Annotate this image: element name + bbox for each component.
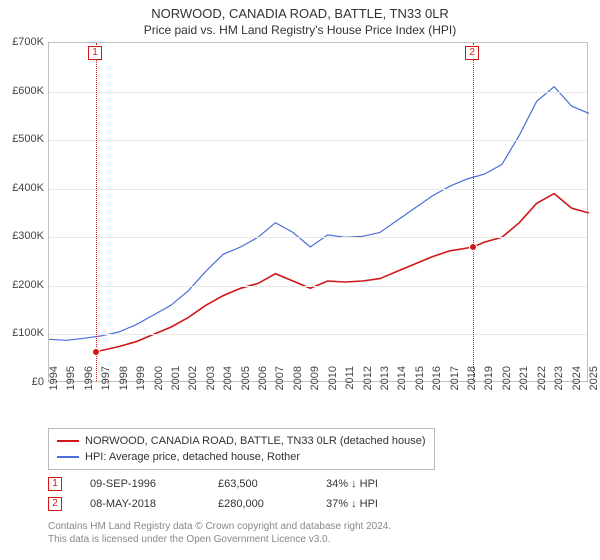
sale-row-marker: 2 xyxy=(48,497,62,511)
x-axis-tick: 2003 xyxy=(205,366,217,406)
x-axis-tick: 2015 xyxy=(414,366,426,406)
x-axis-tick: 2000 xyxy=(153,366,165,406)
x-axis-tick: 2016 xyxy=(431,366,443,406)
y-axis-tick: £500K xyxy=(0,133,44,145)
x-axis-tick: 2013 xyxy=(379,366,391,406)
sale-row-marker: 1 xyxy=(48,477,62,491)
sale-points-table: 1 09-SEP-1996 £63,500 34% ↓ HPI 2 08-MAY-2018… xyxy=(48,474,378,514)
series-property xyxy=(96,194,589,353)
x-axis-tick: 2025 xyxy=(588,366,600,406)
x-axis-tick: 2014 xyxy=(396,366,408,406)
y-axis-tick: £600K xyxy=(0,85,44,97)
x-axis-tick: 2020 xyxy=(501,366,513,406)
footer-line-2: This data is licensed under the Open Gov… xyxy=(48,533,391,546)
legend-swatch xyxy=(57,440,79,442)
chart-legend: NORWOOD, CANADIA ROAD, BATTLE, TN33 0LR … xyxy=(48,428,435,470)
x-axis-tick: 2021 xyxy=(518,366,530,406)
sale-row-price: £280,000 xyxy=(218,498,298,510)
sale-marker-1: 1 xyxy=(88,46,102,60)
x-axis-tick: 2008 xyxy=(292,366,304,406)
x-axis-tick: 1996 xyxy=(83,366,95,406)
x-axis-tick: 2005 xyxy=(240,366,252,406)
x-axis-tick: 2023 xyxy=(553,366,565,406)
sale-row-date: 09-SEP-1996 xyxy=(90,478,190,490)
sale-point-1 xyxy=(92,348,100,356)
legend-item: NORWOOD, CANADIA ROAD, BATTLE, TN33 0LR … xyxy=(57,433,426,449)
page-title: NORWOOD, CANADIA ROAD, BATTLE, TN33 0LR xyxy=(0,0,600,21)
x-axis-tick: 1997 xyxy=(100,366,112,406)
x-axis-tick: 1994 xyxy=(48,366,60,406)
x-axis-tick: 2010 xyxy=(327,366,339,406)
sale-row: 1 09-SEP-1996 £63,500 34% ↓ HPI xyxy=(48,474,378,494)
x-axis-tick: 2004 xyxy=(222,366,234,406)
sale-row-delta: 34% ↓ HPI xyxy=(326,478,378,490)
x-axis-tick: 2019 xyxy=(483,366,495,406)
legend-swatch xyxy=(57,456,79,458)
x-axis-tick: 2009 xyxy=(309,366,321,406)
y-axis-tick: £400K xyxy=(0,182,44,194)
x-axis-tick: 2006 xyxy=(257,366,269,406)
x-axis-tick: 2022 xyxy=(536,366,548,406)
x-axis-tick: 2018 xyxy=(466,366,478,406)
x-axis-tick: 1999 xyxy=(135,366,147,406)
footer-attribution: Contains HM Land Registry data © Crown c… xyxy=(48,520,391,546)
y-axis-tick: £100K xyxy=(0,327,44,339)
legend-label: NORWOOD, CANADIA ROAD, BATTLE, TN33 0LR … xyxy=(85,435,426,447)
sale-row-date: 08-MAY-2018 xyxy=(90,498,190,510)
legend-label: HPI: Average price, detached house, Roth… xyxy=(85,451,300,463)
x-axis-tick: 1995 xyxy=(65,366,77,406)
sale-point-2 xyxy=(469,243,477,251)
sale-row-delta: 37% ↓ HPI xyxy=(326,498,378,510)
sale-row-price: £63,500 xyxy=(218,478,298,490)
x-axis-tick: 1998 xyxy=(118,366,130,406)
sale-row: 2 08-MAY-2018 £280,000 37% ↓ HPI xyxy=(48,494,378,514)
series-hpi xyxy=(49,87,589,341)
x-axis-tick: 2024 xyxy=(571,366,583,406)
y-axis-tick: £700K xyxy=(0,36,44,48)
x-axis-tick: 2002 xyxy=(187,366,199,406)
x-axis-tick: 2011 xyxy=(344,366,356,406)
x-axis-tick: 2001 xyxy=(170,366,182,406)
footer-line-1: Contains HM Land Registry data © Crown c… xyxy=(48,520,391,533)
page-subtitle: Price paid vs. HM Land Registry's House … xyxy=(0,21,600,41)
price-chart xyxy=(48,42,588,382)
x-axis-tick: 2007 xyxy=(274,366,286,406)
y-axis-tick: £200K xyxy=(0,279,44,291)
y-axis-tick: £0 xyxy=(0,376,44,388)
chart-svg xyxy=(49,43,587,381)
legend-item: HPI: Average price, detached house, Roth… xyxy=(57,449,426,465)
sale-marker-2: 2 xyxy=(465,46,479,60)
x-axis-tick: 2017 xyxy=(449,366,461,406)
x-axis-tick: 2012 xyxy=(362,366,374,406)
y-axis-tick: £300K xyxy=(0,230,44,242)
